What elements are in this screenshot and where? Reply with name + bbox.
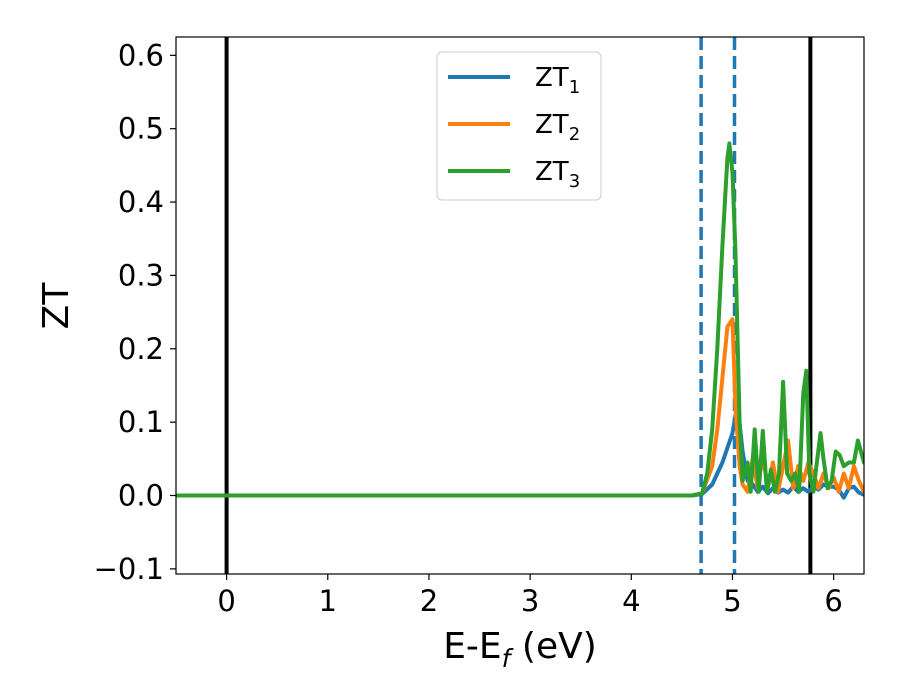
y-axis-ticks: −0.1 0.0 0.1 0.2 0.3 0.4 0.5 0.6	[94, 38, 176, 586]
x-axis-title-unit: (eV)	[510, 626, 596, 667]
data-series	[176, 141, 864, 500]
x-tick-label-4: 4	[622, 584, 640, 618]
y-tick-label-6: 0.5	[118, 112, 164, 146]
legend-label-zt2: ZT2	[535, 110, 580, 145]
plot-frame	[175, 36, 865, 575]
x-tick-label-1: 1	[319, 584, 337, 618]
y-tick-label-5: 0.4	[118, 185, 164, 219]
y-tick-label-0: −0.1	[94, 552, 164, 586]
series-line-zt2	[176, 317, 864, 498]
y-tick-label-1: 0.0	[118, 479, 164, 513]
x-tick-label-2: 2	[420, 584, 438, 618]
legend: ZT1 ZT2 ZT3	[436, 51, 602, 201]
x-tick-label-6: 6	[824, 584, 842, 618]
y-axis-title: ZT	[36, 282, 77, 330]
x-axis-title: E-Ef (eV)	[443, 626, 597, 673]
x-tick-label-5: 5	[723, 584, 741, 618]
series-line-zt3	[176, 141, 864, 498]
legend-frame	[436, 51, 602, 201]
y-tick-label-4: 0.3	[118, 258, 164, 292]
y-tick-label-7: 0.6	[118, 38, 164, 72]
legend-label-zt3: ZT3	[535, 157, 580, 192]
x-tick-label-3: 3	[521, 584, 539, 618]
y-tick-label-3: 0.2	[118, 332, 164, 366]
x-axis-title-main: E-E	[443, 626, 501, 667]
reference-lines	[224, 37, 813, 574]
x-tick-label-0: 0	[217, 584, 235, 618]
legend-label-zt1: ZT1	[535, 63, 580, 98]
y-tick-label-2: 0.1	[118, 405, 164, 439]
x-axis-ticks: 0 1 2 3 4 5 6	[217, 574, 843, 618]
